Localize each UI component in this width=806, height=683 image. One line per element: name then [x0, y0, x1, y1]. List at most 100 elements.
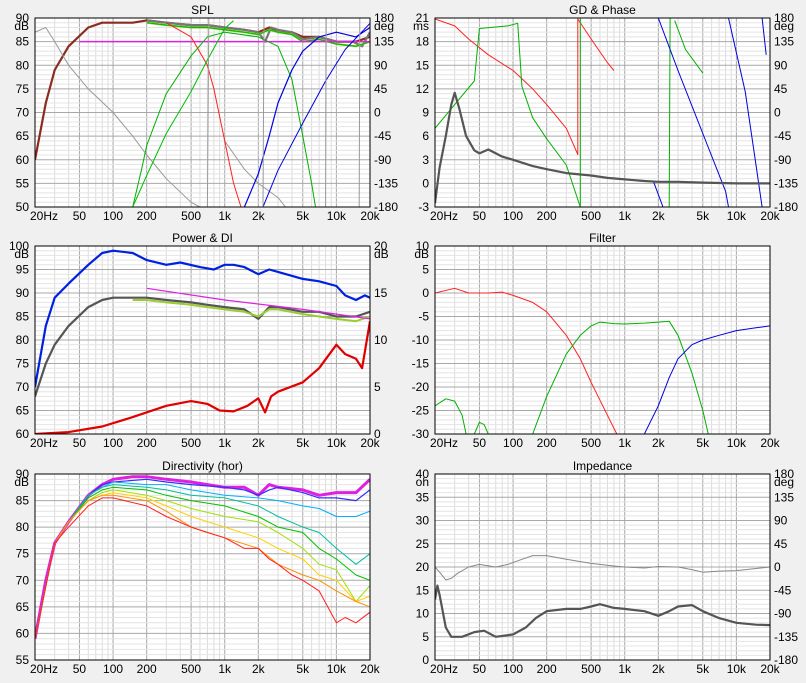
- spl-right-unit: deg: [374, 19, 394, 33]
- gd-right-tick-label: -45: [774, 129, 792, 143]
- gd-x-tick-label: 1k: [618, 209, 632, 223]
- impedance-x-tick-label: 100: [503, 662, 523, 676]
- spl-left-tick-label: 55: [16, 176, 30, 190]
- filter-left-tick-label: -25: [412, 404, 430, 418]
- impedance-left-tick-label: 10: [416, 607, 430, 621]
- directivity-left-tick-label: 70: [16, 573, 30, 587]
- impedance-x-tick-label: 50: [473, 662, 487, 676]
- spl-right-tick-label: -135: [374, 176, 398, 190]
- filter-left-tick-label: -30: [412, 427, 430, 441]
- filter-x-tick-label: 50: [473, 436, 487, 450]
- impedance-chart: Impedance4035302520151050oh18013590450-4…: [416, 459, 799, 676]
- impedance-frame: [434, 473, 771, 661]
- power-right-tick-label: 0: [374, 427, 381, 441]
- impedance-x-tick-label: 5k: [696, 662, 710, 676]
- power-series-line: [132, 299, 370, 323]
- filter-x-tick-label: 1k: [618, 436, 632, 450]
- power-x-tick-label: 200: [137, 436, 157, 450]
- power-right-unit: dB: [374, 247, 389, 261]
- impedance-left-tick-label: 35: [416, 490, 430, 504]
- gd-x-tick-label: 5k: [696, 209, 710, 223]
- impedance-left-tick-label: 25: [416, 537, 430, 551]
- directivity-series-line: [35, 484, 370, 639]
- filter-x-tick-label: 10k: [727, 436, 747, 450]
- directivity-series-line: [35, 497, 370, 639]
- directivity-left-tick-label: 55: [16, 653, 30, 667]
- gd-right-tick-label: -90: [774, 153, 792, 167]
- gd-left-tick-label: 3: [422, 153, 429, 167]
- spl-left-tick-label: 65: [16, 129, 30, 143]
- directivity-grid: [34, 473, 371, 661]
- power-left-tick-label: 95: [16, 263, 30, 277]
- filter-series-line: [435, 287, 618, 434]
- power-right-tick-label: 5: [374, 380, 381, 394]
- directivity-frame: [34, 473, 371, 661]
- gd-series-line: [657, 18, 729, 207]
- filter-series-line: [435, 398, 467, 434]
- spl-x-tick-label: 50: [73, 209, 87, 223]
- gd-left-tick-label: 0: [422, 176, 429, 190]
- gd-x-tick-label: 2k: [652, 209, 666, 223]
- gd-series-line: [435, 18, 615, 155]
- impedance-x-tick-label: 200: [537, 662, 557, 676]
- spl-frame: [34, 17, 371, 208]
- spl-series-line: [262, 18, 265, 207]
- gd-right-tick-label: 0: [774, 106, 781, 120]
- directivity-x-tick-label: 1k: [218, 662, 232, 676]
- impedance-left-unit: oh: [416, 475, 429, 489]
- impedance-x-tick-label: 500: [581, 662, 601, 676]
- power-series-group: [35, 249, 370, 434]
- spl-series-line: [325, 18, 327, 207]
- gd-x-tick-label: 20k: [760, 209, 780, 223]
- impedance-right-tick-label: 135: [774, 490, 794, 504]
- gd-right-tick-label: 90: [774, 58, 788, 72]
- directivity-left-unit: dB: [14, 475, 29, 489]
- filter-left-tick-label: -5: [418, 310, 429, 324]
- spl-right-tick-label: 135: [374, 35, 394, 49]
- directivity-x-tick-label: 100: [103, 662, 123, 676]
- gd-title: GD & Phase: [569, 3, 636, 17]
- spl-x-tick-label: 5k: [296, 209, 310, 223]
- power-x-tick-label: 100: [103, 436, 123, 450]
- gd-left-tick-label: 9: [422, 106, 429, 120]
- gd-series-line: [761, 18, 767, 55]
- gd-right-tick-label: 45: [774, 82, 788, 96]
- gd-left-tick-label: 15: [416, 58, 430, 72]
- impedance-series-line: [435, 555, 770, 581]
- spl-left-tick-label: 50: [16, 200, 30, 214]
- gd-right-unit: deg: [774, 19, 794, 33]
- gd-x-tick-label: 10k: [727, 209, 747, 223]
- power-x-tick-label: 2k: [252, 436, 266, 450]
- impedance-right-tick-label: 180: [774, 467, 794, 481]
- filter-left-tick-label: -10: [412, 333, 430, 347]
- directivity-left-tick-label: 85: [16, 494, 30, 508]
- gd-right-tick-label: 180: [774, 11, 794, 25]
- spl-series-line: [166, 22, 242, 207]
- power-title: Power & DI: [172, 231, 233, 245]
- filter-left-tick-label: 10: [416, 239, 430, 253]
- gd-left-tick-label: 12: [416, 82, 430, 96]
- gd-x-tick-label: 200: [537, 209, 557, 223]
- spl-x-tick-label: 200: [137, 209, 157, 223]
- impedance-right-tick-label: -90: [774, 607, 792, 621]
- power-series-line: [35, 321, 370, 434]
- spl-series-line: [132, 31, 316, 207]
- power-left-tick-label: 90: [16, 286, 30, 300]
- directivity-x-tick-label: 50: [73, 662, 87, 676]
- impedance-grid: [434, 473, 771, 661]
- gd-grid: [434, 17, 771, 208]
- spl-series-line: [262, 22, 370, 207]
- impedance-right-tick-label: 0: [774, 560, 781, 574]
- gd-series-line: [652, 180, 664, 207]
- directivity-x-tick-label: 10k: [327, 662, 347, 676]
- power-x-tick-label: 50: [73, 436, 87, 450]
- directivity-x-tick-label: 200: [137, 662, 157, 676]
- power-right-tick-label: 20: [374, 239, 388, 253]
- spl-right-tick-label: -45: [374, 129, 392, 143]
- gd-right-tick-label: 135: [774, 35, 794, 49]
- impedance-right-unit: deg: [774, 475, 794, 489]
- impedance-right-tick-label: -45: [774, 583, 792, 597]
- spl-series-line: [206, 18, 210, 207]
- impedance-x-tick-label: 20Hz: [430, 662, 458, 676]
